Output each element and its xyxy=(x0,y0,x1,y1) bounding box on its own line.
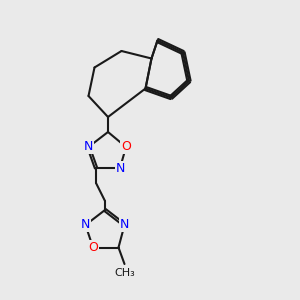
Text: O: O xyxy=(121,140,131,154)
Text: N: N xyxy=(120,218,129,232)
Text: N: N xyxy=(84,140,93,154)
Text: CH₃: CH₃ xyxy=(114,268,135,278)
Text: N: N xyxy=(115,161,125,175)
Text: O: O xyxy=(88,241,98,254)
Text: N: N xyxy=(81,218,90,232)
